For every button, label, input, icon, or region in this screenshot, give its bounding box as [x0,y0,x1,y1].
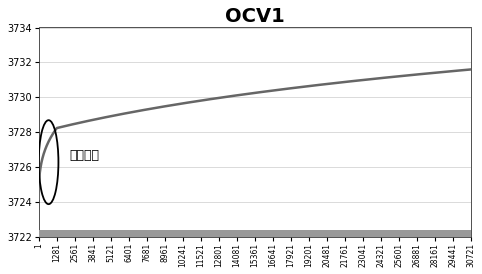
Text: 拠点放大: 拠点放大 [70,149,100,162]
Bar [39,230,470,237]
Title: OCV1: OCV1 [225,7,284,26]
